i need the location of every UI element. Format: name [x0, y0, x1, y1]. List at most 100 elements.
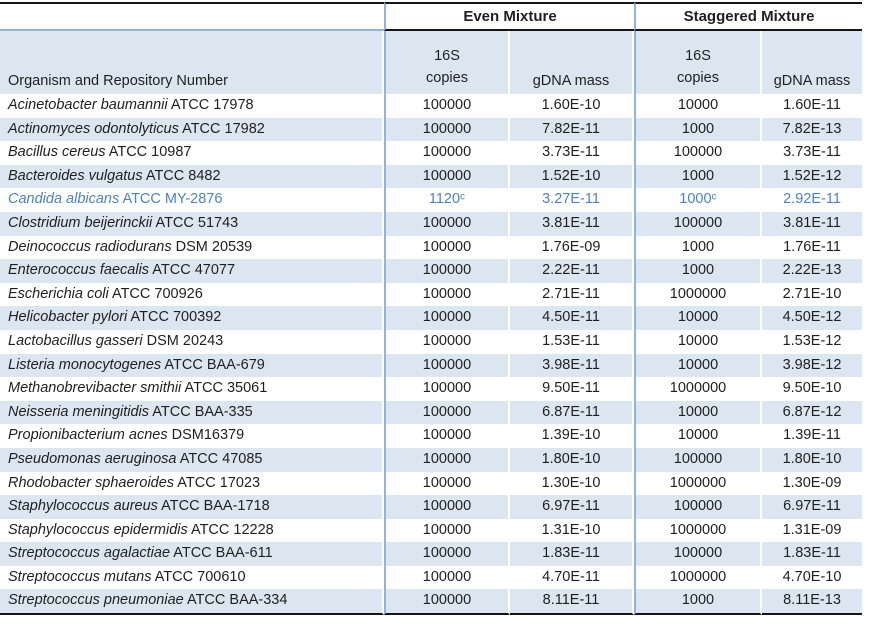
organism-repository-id: ATCC BAA-679: [164, 356, 265, 373]
staggered-16s-label: 16S: [685, 48, 711, 64]
staggered-16s-copies-header: 16S copies: [634, 31, 762, 94]
even-gdna-mass-cell: 3.27E-11: [510, 188, 634, 212]
table-row: Helicobacter pylori ATCC 700392 100000 4…: [0, 306, 862, 330]
table-body: Acinetobacter baumannii ATCC 17978 10000…: [0, 94, 862, 616]
staggered-gdna-mass-cell: 1.39E-11: [762, 424, 862, 448]
staggered-16s-copies-cell: 100000: [634, 141, 762, 165]
even-16s-copies-cell: 100000: [384, 141, 510, 165]
even-gdna-mass-cell: 1.83E-11: [510, 542, 634, 566]
organism-repository-id: ATCC 12228: [190, 521, 274, 538]
organism-cell: Neisseria meningitidis ATCC BAA-335: [0, 400, 384, 425]
organism-cell: Rhodobacter sphaeroides ATCC 17023: [0, 471, 384, 496]
even-16s-copies-cell: 100000: [384, 282, 510, 307]
staggered-16s-copies-cell: 1000ᶜ: [634, 188, 762, 212]
staggered-gdna-mass-cell: 2.92E-11: [762, 188, 862, 212]
organism-species-name: Streptococcus pneumoniae: [8, 592, 184, 609]
staggered-16s-copies-cell: 1000: [634, 259, 762, 283]
organism-cell: Clostridium beijerinckii ATCC 51743: [0, 211, 384, 236]
group-header-row: Even Mixture Staggered Mixture: [0, 2, 862, 31]
organism-repository-id: ATCC 17023: [177, 474, 261, 491]
staggered-gdna-mass-cell: 1.60E-11: [762, 94, 862, 118]
organism-repository-id: ATCC 35061: [184, 380, 268, 397]
mixture-composition-table: Even Mixture Staggered Mixture Organism …: [0, 2, 862, 616]
staggered-gdna-mass-cell: 1.52E-12: [762, 164, 862, 189]
organism-repository-id: DSM16379: [171, 427, 245, 444]
even-gdna-mass-cell: 2.22E-11: [510, 259, 634, 283]
even-16s-copies-cell: 100000: [384, 211, 510, 236]
organism-species-name: Helicobacter pylori: [8, 309, 128, 326]
organism-header-spacer: [0, 2, 384, 31]
organism-cell: Streptococcus pneumoniae ATCC BAA-334: [0, 589, 384, 616]
staggered-16s-copies-cell: 1000000: [634, 282, 762, 307]
organism-cell: Acinetobacter baumannii ATCC 17978: [0, 94, 384, 118]
staggered-gdna-mass-cell: 1.80E-10: [762, 447, 862, 472]
organism-repository-id: ATCC 700926: [111, 285, 203, 302]
organism-repository-id: ATCC 700610: [154, 568, 246, 585]
even-16s-copies-cell: 100000: [384, 306, 510, 330]
organism-species-name: Streptococcus agalactiae: [8, 545, 171, 562]
organism-repository-id: ATCC 10987: [108, 144, 192, 161]
staggered-gdna-mass-cell: 2.71E-10: [762, 282, 862, 307]
even-gdna-mass-cell: 9.50E-11: [510, 377, 634, 401]
organism-species-name: Acinetobacter baumannii: [8, 97, 168, 113]
staggered-gdna-mass-cell: 3.73E-11: [762, 141, 862, 165]
organism-species-name: Enterococcus faecalis: [8, 262, 150, 279]
even-16s-copies-cell: 100000: [384, 377, 510, 401]
staggered-gdna-mass-cell: 3.98E-12: [762, 353, 862, 378]
staggered-gdna-mass-cell: 6.97E-11: [762, 495, 862, 519]
even-16s-copies-cell: 100000: [384, 164, 510, 189]
organism-column-header: Organism and Repository Number: [0, 31, 384, 94]
even-gdna-mass-cell: 4.50E-11: [510, 306, 634, 330]
even-gdna-mass-cell: 7.82E-11: [510, 117, 634, 142]
organism-repository-id: ATCC MY-2876: [122, 191, 223, 208]
even-gdna-mass-cell: 6.97E-11: [510, 495, 634, 519]
even-gdna-mass-cell: 1.39E-10: [510, 424, 634, 448]
even-copies-label: copies: [426, 70, 468, 86]
even-16s-copies-cell: 1120ᶜ: [384, 188, 510, 212]
table-row: Staphylococcus epidermidis ATCC 12228 10…: [0, 518, 862, 543]
even-16s-copies-cell: 100000: [384, 94, 510, 118]
even-gdna-mass-cell: 6.87E-11: [510, 400, 634, 425]
staggered-16s-copies-cell: 10000: [634, 400, 762, 425]
organism-cell: Actinomyces odontolyticus ATCC 17982: [0, 117, 384, 142]
even-16s-copies-cell: 100000: [384, 495, 510, 519]
organism-cell: Staphylococcus epidermidis ATCC 12228: [0, 518, 384, 543]
staggered-16s-copies-cell: 100000: [634, 495, 762, 519]
organism-species-name: Staphylococcus aureus: [8, 498, 158, 515]
organism-repository-id: ATCC 51743: [155, 214, 239, 231]
organism-species-name: Bacillus cereus: [8, 144, 106, 161]
table-row: Clostridium beijerinckii ATCC 51743 1000…: [0, 211, 862, 236]
organism-repository-id: ATCC BAA-1718: [161, 498, 270, 515]
table-row: Streptococcus pneumoniae ATCC BAA-334 10…: [0, 589, 862, 616]
even-gdna-mass-cell: 1.52E-10: [510, 164, 634, 189]
even-16s-label: 16S: [434, 48, 460, 64]
even-16s-copies-cell: 100000: [384, 117, 510, 142]
even-16s-copies-header: 16S copies: [384, 31, 510, 94]
table-row: Pseudomonas aeruginosa ATCC 47085 100000…: [0, 447, 862, 472]
staggered-16s-copies-cell: 100000: [634, 211, 762, 236]
organism-species-name: Escherichia coli: [8, 285, 109, 302]
staggered-gdna-mass-cell: 1.83E-11: [762, 542, 862, 566]
organism-cell: Escherichia coli ATCC 700926: [0, 282, 384, 307]
column-header-row: Organism and Repository Number 16S copie…: [0, 31, 862, 94]
table-row: Neisseria meningitidis ATCC BAA-335 1000…: [0, 400, 862, 425]
organism-cell: Bacteroides vulgatus ATCC 8482: [0, 164, 384, 189]
staggered-gdna-mass-cell: 6.87E-12: [762, 400, 862, 425]
organism-species-name: Neisseria meningitidis: [8, 403, 150, 420]
even-16s-copies-cell: 100000: [384, 565, 510, 590]
staggered-gdna-mass-cell: 1.53E-12: [762, 329, 862, 354]
table-row: Rhodobacter sphaeroides ATCC 17023 10000…: [0, 471, 862, 496]
table-row: Propionibacterium acnes DSM16379 100000 …: [0, 424, 862, 448]
organism-repository-id: ATCC 700392: [130, 309, 222, 326]
staggered-16s-copies-cell: 1000000: [634, 471, 762, 496]
organism-species-name: Lactobacillus gasseri: [8, 332, 143, 349]
organism-repository-id: DSM 20539: [175, 238, 253, 255]
even-16s-copies-cell: 100000: [384, 471, 510, 496]
staggered-16s-copies-cell: 10000: [634, 306, 762, 330]
staggered-16s-copies-cell: 1000000: [634, 518, 762, 543]
organism-species-name: Methanobrevibacter smithii: [8, 380, 182, 397]
organism-species-name: Staphylococcus epidermidis: [8, 521, 188, 538]
staggered-gdna-mass-cell: 7.82E-13: [762, 117, 862, 142]
even-gdna-mass-cell: 1.60E-10: [510, 94, 634, 118]
organism-species-name: Clostridium beijerinckii: [8, 214, 153, 231]
